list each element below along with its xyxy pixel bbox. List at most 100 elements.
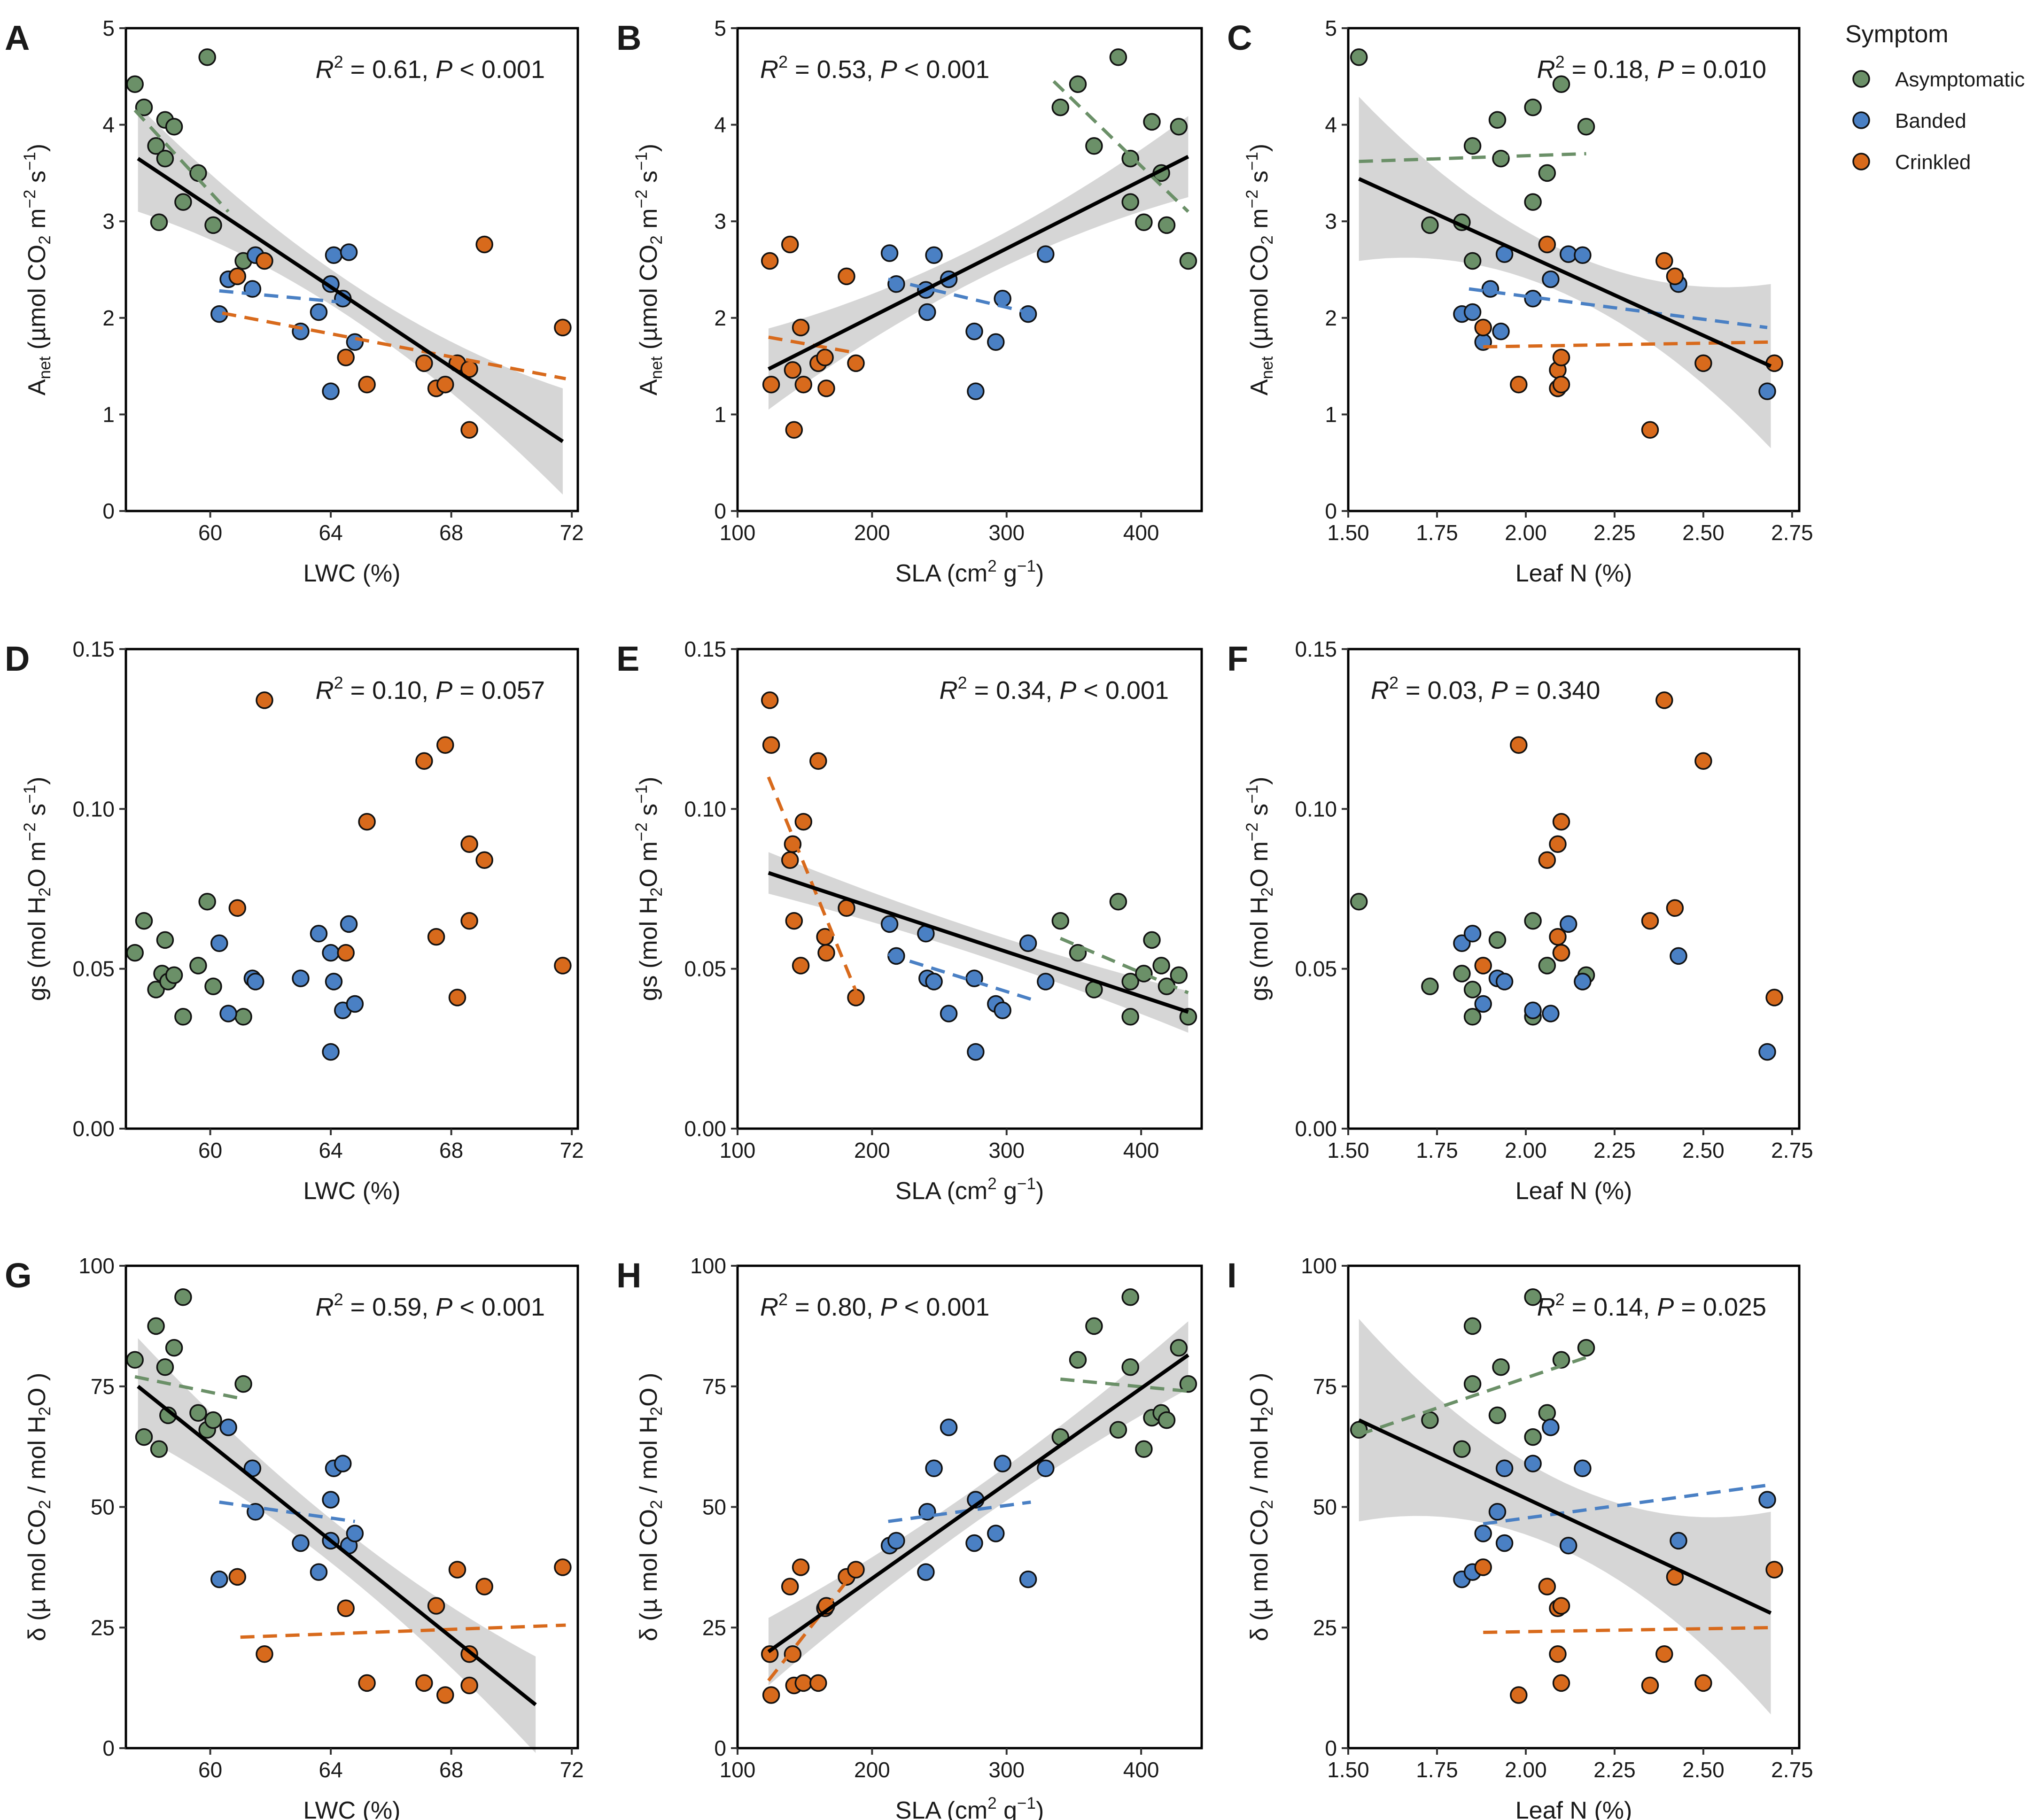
x-tick-label: 72 [560,520,584,545]
x-tick-label: 72 [560,1138,584,1162]
x-axis-title: Leaf N (%) [1515,560,1632,587]
y-tick-label: 25 [91,1615,115,1640]
point-crinkled [1510,375,1528,394]
p-symbol: P [435,676,452,705]
point-crinkled [794,375,813,394]
label-part: −1 [632,152,651,170]
group-fit-banded [219,1500,355,1523]
label-part: −1 [1243,785,1261,804]
x-axis-title: LWC (%) [303,560,400,587]
point-banded [1542,270,1560,288]
point-crinkled [1510,1686,1528,1704]
point-banded [1758,1491,1776,1509]
point-crinkled [792,318,810,337]
point-banded [994,1455,1011,1472]
label-part: SLA (cm [895,1177,988,1205]
point-banded [1495,973,1514,991]
point-banded [1037,1459,1055,1478]
r2-value: 0.34 [996,676,1045,705]
group-fit-banded [887,278,1032,315]
point-crinkled [761,691,779,709]
point-crinkled [460,835,478,853]
y-tick-label: 0.00 [72,1116,115,1141]
point-asymptomatic [150,1440,168,1458]
r2-exponent: 2 [334,673,343,692]
x-tick-label: 2.50 [1682,1138,1725,1162]
group-fit-banded [219,289,355,305]
point-banded [1574,973,1592,991]
legend-swatch-crinkled [1852,153,1870,170]
point-asymptomatic [1524,98,1542,116]
group-fit-banded [1483,1483,1768,1526]
group-fit-asymptomatic [1359,152,1586,163]
y-tick-label: 0.15 [72,637,115,661]
label-part: 2 [36,1500,54,1509]
point-asymptomatic [1577,117,1595,136]
point-crinkled [809,752,827,770]
overall-fit-line [767,1353,1189,1653]
point-banded [1758,382,1776,400]
r2-eq: = [967,676,996,705]
point-asymptomatic [1488,1406,1507,1425]
panel-letter: H [616,1256,641,1295]
panel-C: C 1.50 1.75 2.00 2.25 2.50 2.75 0 1 2 3 4 5 Leaf N (%… [1227,16,1813,587]
x-tick-label: 2.75 [1771,1138,1813,1162]
x-tick-label: 64 [319,1138,343,1162]
y-tick-label: 0.00 [684,1116,726,1141]
label-part: net [647,356,666,379]
y-axis-title: δ (µ mol CO2 / mol H2O ) [635,1373,666,1642]
plot-frame [124,27,579,512]
point-asymptomatic [1109,1421,1127,1439]
y-axis-title: gs (mol H2O m−2 s−1) [21,777,54,1001]
point-asymptomatic [150,213,168,232]
label-part: δ (µ mol CO [1246,1509,1273,1641]
y-axis-title: Anet (µmol CO2 m−2 s−1) [1243,144,1276,395]
point-asymptomatic [1552,1351,1570,1369]
label-part: gs (mol H [635,897,662,1001]
label-part: −1 [1243,152,1261,170]
point-asymptomatic [189,1404,207,1422]
point-asymptomatic [1463,1317,1482,1335]
label-part: ) [23,777,51,785]
point-asymptomatic [1524,912,1542,930]
y-axis-title: Anet (µmol CO2 m−2 s−1) [21,144,54,395]
label-part: / mol H [1246,1416,1273,1500]
point-asymptomatic [204,216,222,234]
label-part: m [23,209,51,236]
label-part: −1 [632,785,651,804]
point-asymptomatic [1421,1411,1439,1429]
group-fit-asymptomatic [1358,1355,1587,1436]
point-crinkled [847,989,865,1007]
point-asymptomatic [147,1317,165,1335]
point-banded [334,1455,352,1472]
x-tick-label: 400 [1123,1138,1159,1162]
point-crinkled [337,349,355,366]
point-banded [346,333,364,351]
y-tick-label: 4 [714,113,726,137]
point-crinkled [228,267,247,286]
label-part: 2 [987,1175,996,1193]
point-crinkled [1538,1578,1556,1595]
r2-value: 0.59 [372,1293,421,1321]
label-part: (µmol CO [1246,245,1273,356]
p-value: < 0.001 [459,1293,545,1321]
p-space [452,676,459,705]
x-tick-label: 2.25 [1593,1138,1636,1162]
y-tick-label: 0.15 [1295,637,1337,661]
x-tick-label: 2.50 [1682,1758,1725,1782]
point-asymptomatic [126,75,144,93]
point-asymptomatic [1463,137,1482,155]
label-part: ) [23,144,51,152]
label-part: −1 [21,152,39,170]
p-space [897,1293,904,1321]
point-banded [887,1532,905,1550]
point-asymptomatic [1421,977,1439,995]
point-crinkled [256,691,273,709]
point-crinkled [1655,1645,1673,1663]
plot-frame [736,27,1203,512]
y-axis-title: gs (mol H2O m−2 s−1) [632,777,666,1001]
label-part: (µmol CO [635,245,662,356]
separator: , [866,55,880,84]
point-crinkled [1474,318,1492,337]
label-part: ) [635,144,662,152]
